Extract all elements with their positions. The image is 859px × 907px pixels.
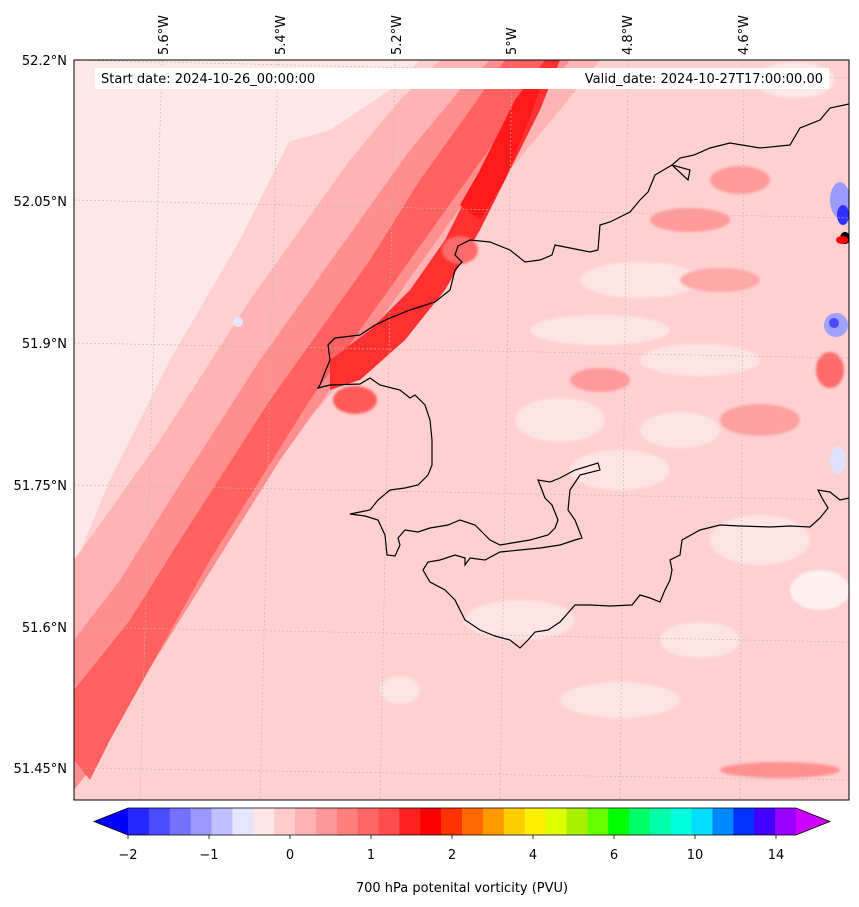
colorbar-segment	[169, 808, 192, 835]
colorbar-tick-label: 2	[448, 848, 456, 863]
pv-negative-spots	[233, 182, 849, 474]
colorbar-segment	[190, 808, 213, 835]
colorbar-segment	[378, 808, 400, 835]
lon-label: 4.6°W	[737, 15, 752, 55]
start-date-label: Start date: 2024-10-26_00:00:00	[101, 72, 315, 87]
pv-band-outer	[74, 60, 600, 760]
lat-axis-labels: 52.2°N 52.05°N 51.9°N 51.75°N 51.6°N 51.…	[14, 54, 67, 777]
colorbar-segment	[336, 808, 359, 835]
colorbar-segment	[274, 808, 296, 835]
colorbar-segment	[148, 808, 171, 835]
coastline	[316, 103, 849, 649]
colorbar-segment	[462, 808, 484, 835]
colorbar-segment	[420, 808, 442, 835]
lat-label: 51.6°N	[22, 621, 67, 636]
lon-label: 5°W	[505, 27, 520, 55]
colorbar-tick-label: 6	[610, 848, 618, 863]
colorbar-segment	[232, 808, 254, 835]
colorbar-segment	[253, 808, 275, 835]
colorbar-segment	[399, 808, 421, 835]
colorbar-segment	[211, 808, 233, 835]
lon-axis-labels: 5.6°W 5.4°W 5.2°W 5°W 4.8°W 4.6°W	[157, 15, 752, 55]
colorbar-tick-label: −2	[118, 848, 137, 863]
lon-label: 5.2°W	[390, 15, 405, 55]
colorbar-title: 700 hPa potenital vorticity (PVU)	[356, 881, 568, 896]
colorbar-segment	[754, 808, 776, 835]
lat-label: 52.05°N	[14, 195, 67, 210]
colorbar-segment	[587, 808, 609, 835]
colorbar-segment	[128, 808, 150, 835]
colorbar-segment	[482, 808, 505, 835]
colorbar-segment	[649, 808, 672, 835]
colorbar-tick-label: 4	[529, 848, 537, 863]
map-area	[74, 60, 849, 800]
colorbar-segment	[691, 808, 714, 835]
pv-patches-east	[140, 62, 849, 778]
colorbar-segment	[295, 808, 317, 835]
colorbar-tick-label: 1	[367, 848, 375, 863]
lat-label: 51.9°N	[22, 337, 67, 352]
colorbar-extend-max	[796, 808, 830, 835]
colorbar-segment	[712, 808, 734, 835]
pv-band-peak	[460, 80, 540, 220]
colorbar-tick-label: 10	[687, 848, 704, 863]
colorbar-segment	[775, 808, 797, 835]
lat-label: 52.2°N	[22, 54, 67, 69]
colorbar-segment	[441, 808, 463, 835]
colorbar-segment	[503, 808, 526, 835]
pv-band-inner	[74, 60, 550, 780]
pv-low-west	[74, 60, 330, 570]
info-box	[95, 68, 829, 89]
colorbar-tick-label: 0	[286, 848, 294, 863]
lat-label: 51.75°N	[14, 479, 67, 494]
lon-label: 4.8°W	[621, 15, 636, 55]
colorbar-segment	[357, 808, 380, 835]
colorbar-segment	[315, 808, 338, 835]
colorbar-segment	[670, 808, 693, 835]
colorbar-tick-label: −1	[199, 848, 218, 863]
colorbar-tick-labels: −2 −1 0 1 2 4 6 10 14	[118, 848, 784, 863]
graticule	[74, 60, 849, 800]
colorbar-segment	[545, 808, 567, 835]
lon-label: 5.6°W	[157, 15, 172, 55]
colorbar-segment	[524, 808, 547, 835]
lat-label: 51.45°N	[14, 762, 67, 777]
colorbar-tick-label: 14	[768, 848, 785, 863]
map-frame	[73, 59, 850, 801]
lon-label: 5.4°W	[274, 15, 289, 55]
colorbar-segment	[629, 808, 651, 835]
colorbar-extend-min	[94, 808, 128, 835]
colorbar-segment	[733, 808, 755, 835]
colorbar-segment	[566, 808, 588, 835]
colorbar	[92, 807, 832, 839]
colorbar-segment	[608, 808, 630, 835]
valid-date-label: Valid_date: 2024-10-27T17:00:00.00	[585, 72, 823, 87]
